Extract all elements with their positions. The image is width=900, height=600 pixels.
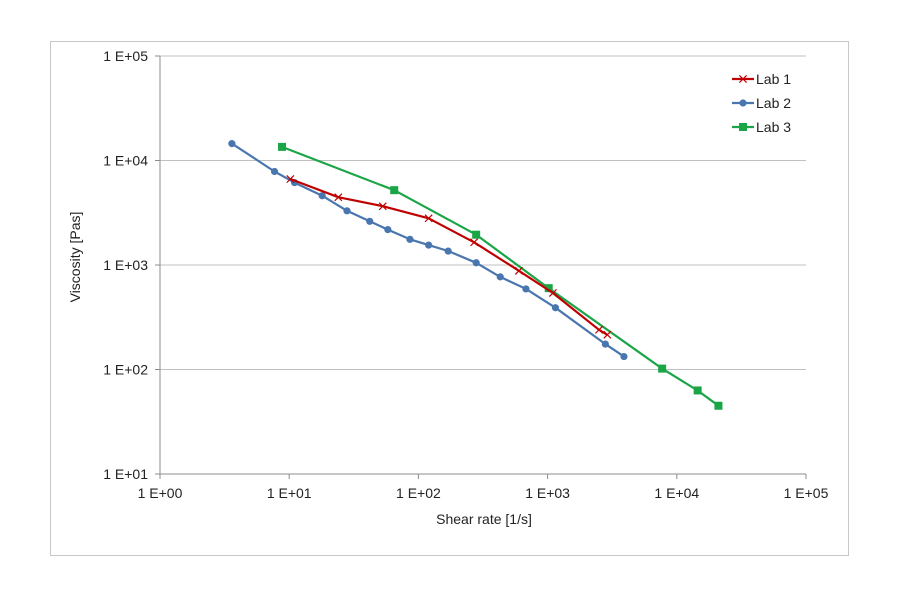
series-3 bbox=[278, 142, 723, 410]
series-2-point-9 bbox=[444, 247, 452, 255]
tick-labels: 1 E+00 1 E+01 1 E+02 1 E+03 1 E+04 1 E+05 1 E+… bbox=[103, 48, 828, 501]
series-1-point-7 bbox=[594, 325, 604, 334]
x-tick-label-5: 1 E+05 bbox=[784, 485, 829, 501]
series-3-point-4 bbox=[658, 364, 667, 373]
series-1-point-8 bbox=[603, 330, 612, 339]
series-2 bbox=[228, 140, 628, 361]
series-2-point-5 bbox=[366, 217, 374, 225]
series-2-point-13 bbox=[551, 304, 560, 312]
series-2-point-1 bbox=[270, 167, 279, 176]
y-tick-label-1: 1 E+02 bbox=[103, 362, 148, 378]
chart-frame bbox=[50, 41, 849, 556]
legend-item-3: Lab 3 bbox=[732, 119, 791, 135]
series-1-point-6 bbox=[548, 288, 557, 297]
series-2-point-12 bbox=[522, 285, 530, 293]
x-tick-label-1: 1 E+01 bbox=[267, 485, 312, 501]
series-lines bbox=[228, 140, 723, 410]
series-2-point-15 bbox=[620, 352, 628, 361]
y-tick-label-3: 1 E+04 bbox=[103, 153, 148, 169]
series-2-point-10 bbox=[472, 259, 480, 267]
series-2-point-0 bbox=[228, 140, 236, 148]
legend-marker-1 bbox=[738, 74, 748, 84]
legend-item-2: Lab 2 bbox=[732, 95, 791, 111]
series-1-point-0 bbox=[286, 174, 295, 184]
series-2-point-11 bbox=[496, 273, 504, 281]
x-tick-label-0: 1 E+00 bbox=[138, 485, 183, 501]
series-1 bbox=[286, 174, 612, 339]
y-axis-title: Viscosity [Pas] bbox=[67, 212, 83, 303]
series-3-point-6 bbox=[714, 401, 723, 410]
y-tick-label-4: 1 E+05 bbox=[103, 48, 148, 64]
series-3-point-3 bbox=[544, 284, 553, 293]
series-1-point-1 bbox=[334, 193, 343, 202]
series-1-point-2 bbox=[378, 202, 387, 211]
legend-marker-3 bbox=[739, 123, 747, 131]
legend-item-1: Lab 1 bbox=[732, 71, 791, 87]
gridlines bbox=[160, 55, 806, 370]
x-axis-title: Shear rate [1/s] bbox=[436, 511, 532, 527]
x-tick-label-2: 1 E+02 bbox=[396, 485, 441, 501]
y-tick-label-2: 1 E+03 bbox=[103, 257, 148, 273]
series-3-point-2 bbox=[472, 230, 481, 239]
legend: Lab 1 Lab 2 Lab 3 bbox=[732, 71, 791, 135]
series-2-point-14 bbox=[601, 340, 609, 348]
series-2-point-7 bbox=[406, 235, 414, 243]
series-2-line bbox=[231, 142, 625, 358]
legend-label-3: Lab 3 bbox=[756, 119, 791, 135]
x-tick-label-3: 1 E+03 bbox=[525, 485, 570, 501]
series-2-point-3 bbox=[318, 192, 326, 200]
legend-label-1: Lab 1 bbox=[756, 71, 791, 87]
legend-marker-2 bbox=[739, 99, 747, 107]
series-2-point-4 bbox=[343, 207, 351, 215]
series-1-point-5 bbox=[514, 266, 523, 275]
series-1-point-4 bbox=[470, 238, 479, 247]
series-2-point-6 bbox=[384, 226, 392, 234]
axes bbox=[155, 55, 807, 479]
series-3-point-5 bbox=[693, 386, 702, 395]
series-3-point-1 bbox=[390, 186, 399, 195]
legend-label-2: Lab 2 bbox=[756, 95, 791, 111]
x-tick-label-4: 1 E+04 bbox=[654, 485, 699, 501]
series-2-point-8 bbox=[425, 241, 433, 249]
series-1-point-3 bbox=[424, 214, 433, 223]
series-3-point-0 bbox=[278, 142, 287, 151]
y-tick-label-0: 1 E+01 bbox=[103, 466, 148, 482]
